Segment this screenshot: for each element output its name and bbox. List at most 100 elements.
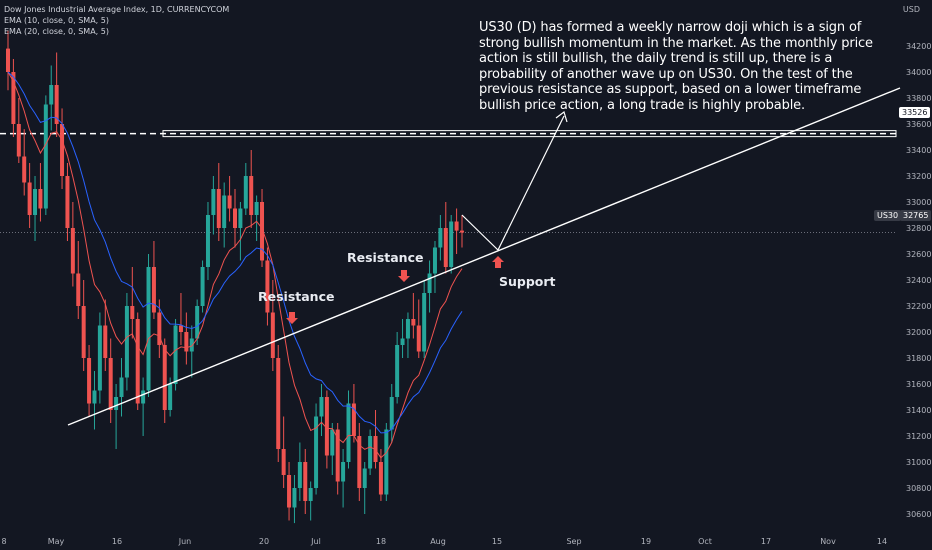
- time-tick-label: Jun: [178, 537, 192, 546]
- candle-body: [178, 325, 183, 332]
- candle-body: [373, 436, 378, 462]
- time-tick-label: 18: [376, 537, 386, 546]
- candle-body: [60, 124, 65, 176]
- candle-body: [87, 358, 92, 404]
- candle-body: [114, 397, 119, 410]
- candle-body: [222, 195, 227, 228]
- candle-body: [335, 429, 340, 482]
- candle-body: [292, 488, 297, 508]
- candle-body: [227, 195, 232, 209]
- support-label: Support: [499, 274, 556, 289]
- candle-body: [157, 312, 162, 345]
- ema20-line: [7, 71, 463, 434]
- price-tick-label: 33400: [906, 146, 931, 155]
- candle-body: [173, 325, 178, 384]
- candle-body: [438, 228, 443, 248]
- candle-body: [162, 345, 167, 410]
- price-tick-label: 30600: [906, 510, 931, 519]
- candle-body: [205, 215, 210, 267]
- candle-body: [38, 189, 43, 209]
- candle-body: [351, 403, 356, 436]
- candle-body: [270, 312, 275, 358]
- candle-body: [119, 377, 124, 397]
- candle-body: [427, 273, 432, 293]
- candle-body: [378, 462, 383, 495]
- candle-body: [130, 306, 135, 319]
- support-arrow: [492, 256, 504, 268]
- time-tick-label: 15: [492, 537, 502, 546]
- candle-body: [395, 345, 400, 397]
- candle-body: [449, 221, 454, 267]
- candle-body: [405, 319, 410, 339]
- candle-body: [27, 182, 32, 215]
- candle-body: [6, 48, 10, 72]
- price-tick-label: 31400: [906, 406, 931, 415]
- price-tick-label: 31200: [906, 432, 931, 441]
- time-tick-label: 17: [761, 537, 771, 546]
- price-tick-label: 32800: [906, 224, 931, 233]
- candle-body: [200, 267, 205, 306]
- symbol-badge: US30: [874, 210, 902, 221]
- resistance-arrow-2: [398, 270, 410, 282]
- price-tick-label: 32200: [906, 302, 931, 311]
- candle-body: [11, 72, 16, 124]
- time-tick-label: Nov: [820, 537, 836, 546]
- candle-body: [276, 358, 281, 449]
- candle-body: [97, 325, 102, 391]
- candle-body: [146, 267, 151, 391]
- candle-body: [189, 338, 194, 352]
- candle-body: [33, 189, 38, 215]
- resistance-zone-box: [162, 130, 897, 138]
- candle-body: [65, 176, 70, 228]
- candle-body: [422, 293, 427, 352]
- candle-body: [16, 124, 21, 157]
- analysis-note: US30 (D) has formed a weekly narrow doji…: [479, 20, 873, 113]
- price-tick-label: 33600: [906, 120, 931, 129]
- legend-ema20: EMA (20, close, 0, SMA, 5): [4, 27, 109, 36]
- candle-body: [216, 189, 221, 228]
- price-tick-label: 33000: [906, 198, 931, 207]
- legend-title: Dow Jones Industrial Average Index, 1D, …: [4, 5, 230, 14]
- price-tick-label: 32400: [906, 276, 931, 285]
- support-trendline: [67, 87, 901, 426]
- price-axis-currency: USD: [902, 5, 920, 14]
- price-tick-label: 30800: [906, 484, 931, 493]
- time-tick-label: 8: [1, 537, 6, 546]
- candle-body: [184, 332, 189, 352]
- candle-body: [151, 267, 156, 313]
- candle-body: [297, 462, 302, 488]
- candle-body: [49, 85, 54, 105]
- projection-path: [461, 115, 565, 252]
- price-tick-label: 34000: [906, 68, 931, 77]
- candle-body: [368, 436, 373, 469]
- resistance-arrow-1: [286, 312, 298, 324]
- candle-body: [141, 390, 146, 404]
- candle-body: [76, 273, 81, 306]
- price-tick-label: 33200: [906, 172, 931, 181]
- resistance-label-2: Resistance: [347, 250, 424, 265]
- candle-body: [254, 202, 259, 215]
- candle-body: [384, 429, 389, 495]
- candle-body: [416, 325, 421, 352]
- price-tick-label: 31800: [906, 354, 931, 363]
- price-tick-label: 33800: [906, 94, 931, 103]
- time-tick-label: Sep: [566, 537, 581, 546]
- time-tick-label: 20: [259, 537, 269, 546]
- candle-body: [168, 384, 173, 410]
- candle-body: [303, 462, 308, 501]
- time-tick-label: Aug: [430, 537, 446, 546]
- candle-body: [233, 208, 237, 228]
- candle-body: [389, 397, 394, 430]
- candle-body: [43, 104, 48, 209]
- candle-body: [92, 390, 97, 404]
- candle-body: [362, 468, 367, 488]
- candle-body: [124, 306, 129, 378]
- candle-body: [314, 416, 319, 488]
- candle-body: [411, 319, 416, 326]
- candle-body: [341, 462, 346, 482]
- legend-ema10: EMA (10, close, 0, SMA, 5): [4, 16, 109, 25]
- candle-body: [54, 85, 59, 124]
- time-tick-label: 16: [112, 537, 122, 546]
- candle-body: [346, 403, 351, 462]
